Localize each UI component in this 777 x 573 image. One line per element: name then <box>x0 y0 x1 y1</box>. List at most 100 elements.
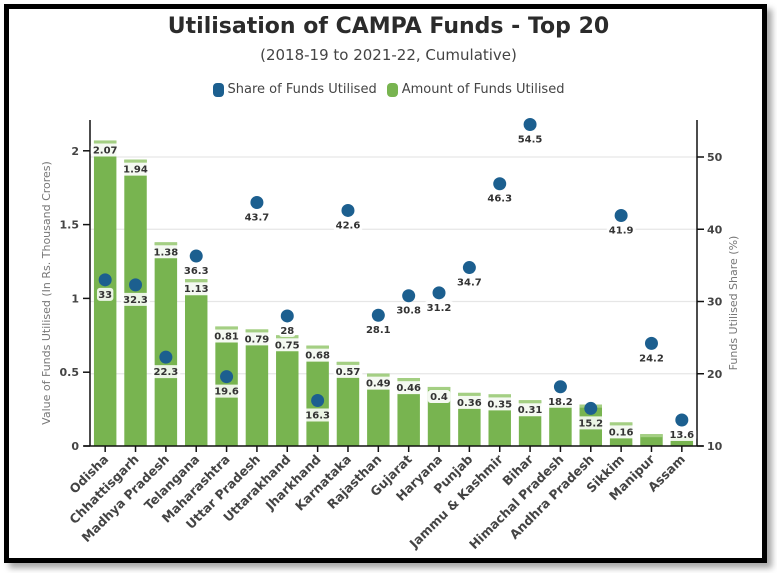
share-value-label: 46.3 <box>487 194 512 205</box>
bar <box>549 404 572 446</box>
y-tick-label: 1 <box>71 292 79 305</box>
bar-label-bg <box>151 245 181 259</box>
bar-value-label: 0.75 <box>275 340 300 351</box>
share-dot <box>553 380 567 394</box>
y2-tick-label: 40 <box>707 223 723 236</box>
bar-highlight <box>427 386 451 390</box>
y-tick-label: 2 <box>71 145 79 158</box>
bar-highlight <box>458 392 481 396</box>
share-value-label: 43.7 <box>245 213 270 224</box>
y2-tick-label: 30 <box>707 296 723 309</box>
share-value-label: 41.9 <box>609 226 634 237</box>
dot-label-bg <box>667 427 697 441</box>
bar-highlight <box>124 159 147 163</box>
bar-highlight <box>184 279 208 283</box>
dot-label-bg <box>424 300 454 314</box>
share-value-label: 36.3 <box>184 266 209 277</box>
bar-value-label: 0.79 <box>245 334 270 345</box>
bar-label-bg <box>181 282 211 296</box>
share-value-label: 34.7 <box>457 278 482 289</box>
bar-value-label: 2.07 <box>93 145 118 156</box>
bar-label-bg <box>212 329 241 343</box>
legend-swatch-amount <box>386 82 398 97</box>
share-dot <box>98 273 112 287</box>
legend-swatch-share <box>212 82 224 97</box>
bar-label-bg <box>272 338 302 352</box>
share-dot <box>493 177 507 191</box>
dot-label-bg <box>454 275 484 289</box>
share-dot <box>614 209 628 223</box>
bar <box>670 437 694 446</box>
bar-label-bg <box>333 364 363 378</box>
y-tick-label: 1.5 <box>60 219 80 232</box>
dot-label-bg <box>181 263 211 277</box>
share-value-label: 18.2 <box>548 397 573 408</box>
bar-highlight <box>215 326 238 330</box>
bar-value-label: 1.94 <box>123 165 148 176</box>
share-dot <box>675 413 689 427</box>
share-dot <box>220 370 234 384</box>
bar-highlight <box>154 242 178 246</box>
share-value-label: 42.6 <box>336 220 361 231</box>
bar-highlight <box>518 400 542 404</box>
share-value-label: 24.2 <box>639 353 664 364</box>
bar <box>336 361 360 446</box>
dot-label-bg <box>515 132 545 146</box>
bar-value-label: 0.46 <box>396 383 421 394</box>
bar <box>640 434 663 446</box>
bar <box>184 279 208 446</box>
share-dot <box>159 350 173 364</box>
bar-value-label: 0.81 <box>214 331 239 342</box>
legend-item-share[interactable]: Share of Funds Utilised <box>212 82 377 97</box>
legend-item-amount[interactable]: Amount of Funds Utilised <box>386 82 565 97</box>
bar-value-label: 1.13 <box>184 284 209 295</box>
bar <box>245 329 269 446</box>
share-value-label: 31.2 <box>427 303 452 314</box>
dot-label-bg <box>546 394 575 408</box>
bar-highlight <box>397 378 420 382</box>
bar-highlight <box>488 394 511 398</box>
y2-tick-label: 10 <box>707 440 723 453</box>
bar-value-label: 0.36 <box>457 398 482 409</box>
legend-label-amount: Amount of Funds Utilised <box>401 82 565 97</box>
bar-highlight <box>336 361 360 365</box>
bar-highlight <box>609 422 633 426</box>
bar-value-label: 0.4 <box>430 392 448 403</box>
dot-label-bg <box>576 416 606 430</box>
dot-label-bg <box>363 323 393 337</box>
bar-label-bg <box>515 403 545 417</box>
bar-highlight <box>93 140 117 144</box>
bar-label-bg <box>90 143 120 157</box>
dot-label-bg <box>485 191 515 205</box>
legend-label-share: Share of Funds Utilised <box>227 82 377 97</box>
share-dot <box>280 309 294 323</box>
y2-tick-label: 20 <box>707 368 723 381</box>
bar-highlight <box>306 345 329 349</box>
bar-label-bg <box>454 395 484 409</box>
bar-value-label: 1.38 <box>154 247 179 258</box>
bar-label-bg <box>363 376 393 390</box>
share-dot <box>584 401 598 415</box>
bar-highlight <box>245 329 269 333</box>
bar-label-bg <box>427 389 451 403</box>
bar-label-bg <box>242 332 272 346</box>
y-axis-title: Value of Funds Utilised (In Rs. Thousand… <box>40 161 53 425</box>
share-dot <box>432 286 446 300</box>
dot-label-bg <box>212 384 241 398</box>
share-dot <box>644 336 658 350</box>
share-value-label: 15.2 <box>578 418 603 429</box>
y2-axis-title: Funds Utilised Share (%) <box>727 236 740 371</box>
share-dot <box>523 117 537 131</box>
bar <box>397 378 420 446</box>
share-value-label: 28 <box>280 326 294 337</box>
bar <box>276 335 299 446</box>
y-tick-label: 0 <box>71 440 79 453</box>
bar <box>367 373 390 446</box>
share-value-label: 54.5 <box>518 134 543 145</box>
share-value-label: 30.8 <box>396 306 421 317</box>
dot-label-bg <box>394 303 424 317</box>
dot-label-bg <box>637 351 666 365</box>
bar-label-bg <box>303 348 333 362</box>
share-dot <box>402 289 416 303</box>
